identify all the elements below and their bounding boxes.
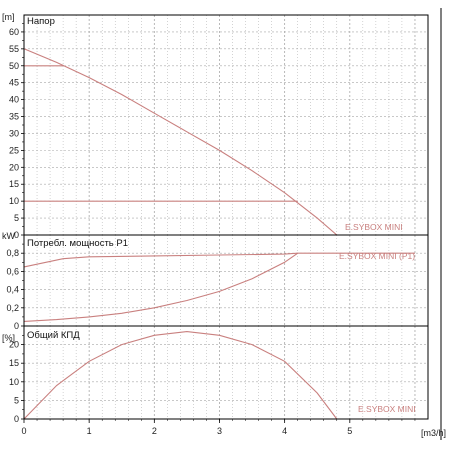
y-tick-label: 15: [9, 358, 19, 368]
y-tick-label: 25: [9, 145, 19, 155]
power-title: Потребл. мощность P1: [27, 238, 128, 249]
series-curve-1: [23, 252, 299, 322]
y-tick-label: 0,6: [6, 266, 19, 276]
y-tick-label: 0,4: [6, 285, 19, 295]
efficiency-unit-label: [%]: [2, 333, 15, 343]
panel-frame-eff: [23, 325, 429, 420]
x-axis-ticks: 0 1 2 3 4 5: [21, 419, 416, 436]
x-tick-label: 2: [152, 426, 157, 436]
power-unit-label: kW: [2, 231, 16, 241]
x-tick-label: 3: [217, 426, 222, 436]
y-tick-label: 5: [14, 395, 19, 405]
y-tick-label: 10: [9, 196, 19, 206]
y-tick-label: 5: [14, 213, 19, 223]
y-tick-label: 15: [9, 179, 19, 189]
y-tick-label: 10: [9, 377, 19, 387]
efficiency-series-label: E.SYBOX MINI: [358, 404, 416, 414]
head-title: Напор: [27, 16, 55, 27]
y-tick-label: 20: [9, 340, 19, 350]
y-tick-label: 35: [9, 112, 19, 122]
x-tick-label: 4: [282, 426, 287, 436]
y-tick-label: 0: [14, 321, 19, 331]
head-curves: [23, 48, 338, 236]
efficiency-curves: [23, 331, 338, 420]
efficiency-title: Общий КПД: [27, 330, 80, 341]
y-tick-label: 20: [9, 162, 19, 172]
x-tick-label: 1: [87, 426, 92, 436]
panel-head: 0 5 10 15 20 25 30 35 40 45 50 55 60 Напор [m] E.SYB…: [2, 12, 428, 240]
x-tick-label: 0: [21, 426, 26, 436]
y-tick-label: 60: [9, 27, 19, 37]
y-tick-label: 50: [9, 61, 19, 71]
x-unit-label: [m3/h]: [421, 428, 446, 438]
y-tick-label: 40: [9, 95, 19, 105]
y-tick-label: 0,8: [6, 248, 19, 258]
series-curve-0: [23, 331, 338, 420]
series-curve-0: [23, 252, 415, 268]
y-tick-label: 0: [14, 414, 19, 424]
y-tick-label: 55: [9, 44, 19, 54]
power-series-label: E.SYBOX MINI (P1): [339, 251, 415, 261]
head-series-label: E.SYBOX MINI: [345, 222, 403, 232]
y-tick-label: 0: [14, 230, 19, 240]
panel-frames: [23, 14, 429, 420]
x-tick-label: 5: [347, 426, 352, 436]
y-tick-label: 0,2: [6, 303, 19, 313]
y-tick-label: 30: [9, 128, 19, 138]
panel-power: 0 0,2 0,4 0,6 0,8 Потребл. мощность P1 kW E.…: [2, 231, 428, 331]
head-unit-label: [m]: [2, 12, 15, 22]
head-grid: [24, 15, 428, 236]
power-curves: [23, 252, 415, 322]
y-tick-label: 45: [9, 78, 19, 88]
